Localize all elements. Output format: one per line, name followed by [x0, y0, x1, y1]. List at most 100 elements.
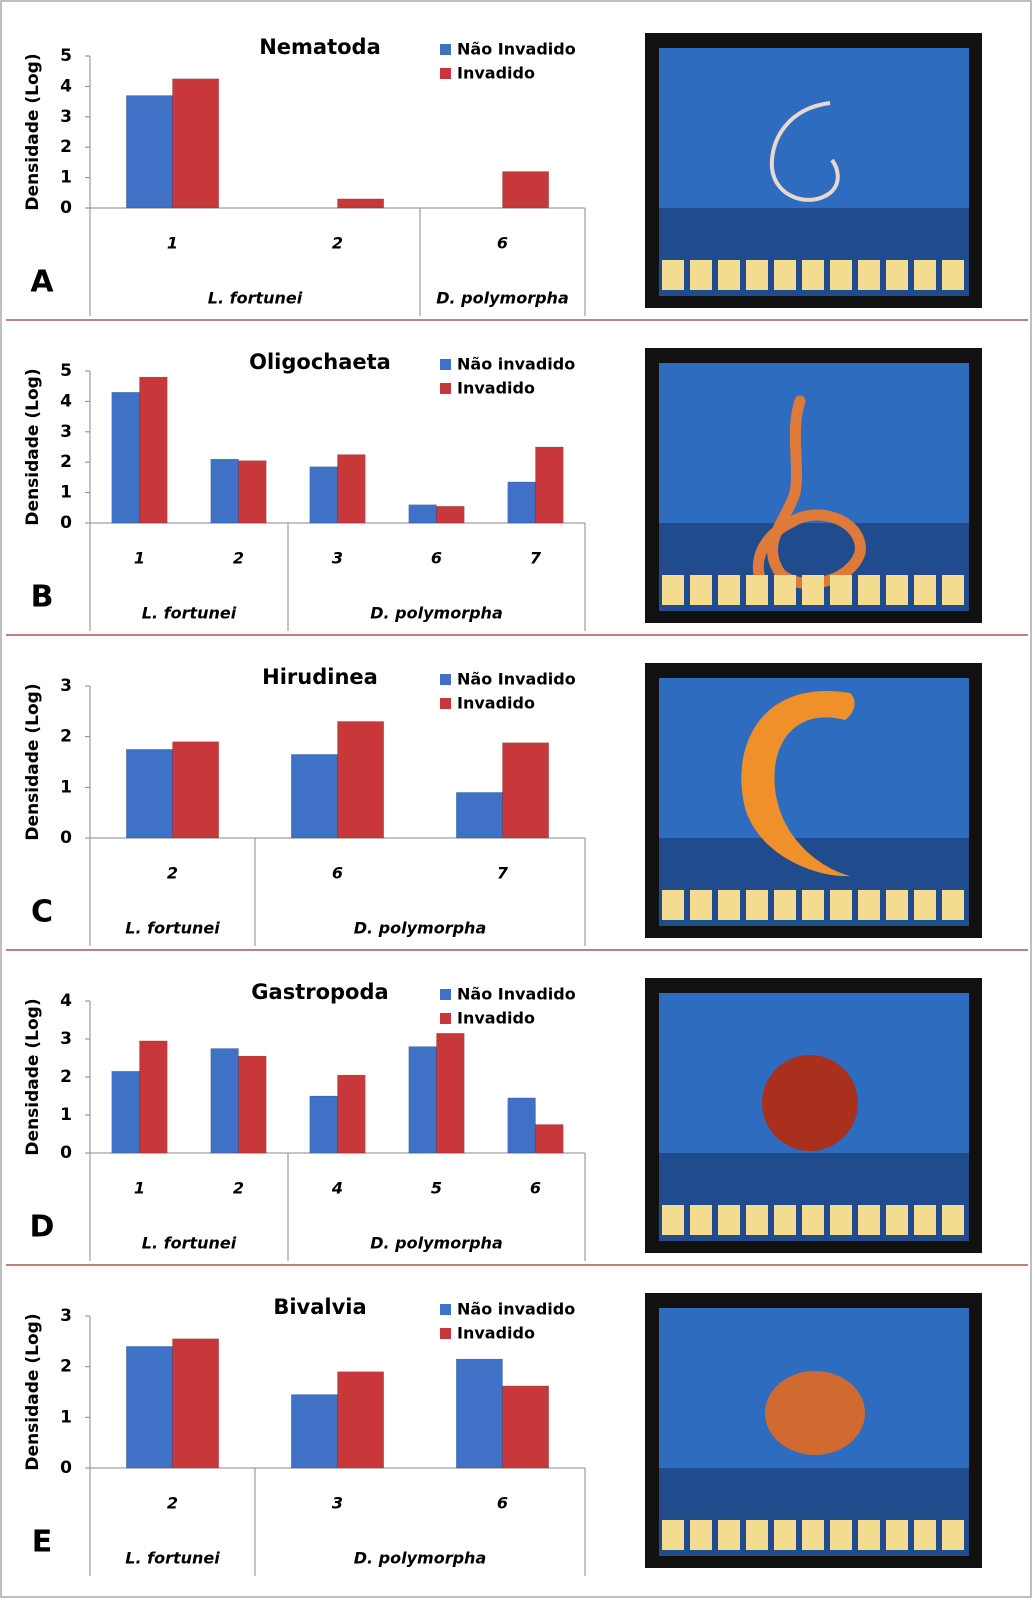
bar — [173, 1339, 219, 1468]
legend-label: Invadido — [457, 64, 535, 83]
scale-mark — [718, 890, 740, 920]
x-tick-label: 2 — [167, 864, 178, 883]
organism — [762, 1055, 858, 1151]
bar — [239, 1056, 267, 1153]
scale-mark — [774, 575, 796, 605]
group-label: D. polymorpha — [436, 289, 568, 308]
chart-title: Hirudinea — [262, 665, 378, 689]
scale-mark — [886, 1520, 908, 1550]
panel: 012345Densidade (Log)BOligochaetaNão inv… — [6, 320, 1028, 631]
bar — [456, 1359, 502, 1468]
group-label: D. polymorpha — [354, 919, 486, 938]
scale-mark — [718, 1520, 740, 1550]
x-tick-label: 2 — [233, 549, 244, 568]
x-tick-label: 6 — [497, 234, 508, 253]
x-tick-label: 1 — [167, 234, 178, 253]
y-tick-label: 3 — [60, 107, 72, 127]
scale-mark — [914, 1205, 936, 1235]
legend-label: Invadido — [457, 694, 535, 713]
bar — [112, 392, 140, 523]
scale-mark — [830, 1205, 852, 1235]
scale-mark — [774, 1520, 796, 1550]
x-tick-label: 7 — [497, 864, 509, 883]
scale-mark — [774, 260, 796, 290]
y-tick-label: 0 — [60, 1143, 72, 1163]
bar — [211, 459, 239, 523]
x-tick-label: 6 — [431, 549, 442, 568]
y-axis-label: Densidade (Log) — [23, 1313, 43, 1470]
scale-mark — [802, 575, 824, 605]
group-label: D. polymorpha — [370, 604, 502, 623]
scale-mark — [942, 260, 964, 290]
legend-label: Não Invadido — [457, 985, 576, 1004]
scale-mark — [746, 260, 768, 290]
bar — [310, 1096, 338, 1153]
scale-mark — [746, 575, 768, 605]
x-tick-label: 6 — [332, 864, 343, 883]
scale-mark — [914, 1520, 936, 1550]
legend-swatch — [440, 68, 451, 79]
bar — [536, 1125, 564, 1154]
scale-mark — [942, 575, 964, 605]
legend-label: Invadido — [457, 1009, 535, 1028]
scale-mark — [830, 260, 852, 290]
bar — [508, 1098, 536, 1153]
legend-label: Não Invadido — [457, 40, 576, 59]
y-tick-label: 2 — [60, 727, 72, 747]
bar — [437, 1033, 465, 1153]
bar — [409, 1047, 437, 1153]
bar — [173, 742, 219, 838]
x-tick-label: 3 — [332, 549, 343, 568]
panel-letter: E — [32, 1525, 53, 1560]
y-tick-label: 2 — [60, 452, 72, 472]
scale-mark — [690, 1520, 712, 1550]
x-tick-label: 6 — [530, 1179, 541, 1198]
scale-mark — [662, 890, 684, 920]
x-tick-label: 1 — [134, 1179, 145, 1198]
x-tick-label: 7 — [530, 549, 542, 568]
scale-mark — [942, 1520, 964, 1550]
scale-mark — [802, 890, 824, 920]
chart-title: Bivalvia — [273, 1295, 366, 1319]
scale-mark — [858, 1520, 880, 1550]
photo — [645, 33, 982, 308]
scale-mark — [858, 890, 880, 920]
x-tick-label: 3 — [332, 1494, 343, 1513]
group-label: D. polymorpha — [354, 1549, 486, 1568]
y-tick-label: 3 — [60, 1029, 72, 1049]
scale-mark — [690, 260, 712, 290]
scale-mark — [942, 890, 964, 920]
y-tick-label: 2 — [60, 137, 72, 157]
y-tick-label: 4 — [60, 991, 72, 1011]
bar — [239, 461, 267, 523]
y-tick-label: 2 — [60, 1357, 72, 1377]
scale-mark — [690, 1205, 712, 1235]
bar — [173, 79, 219, 208]
figure: 012345Densidade (Log)ANematodaNão Invadi… — [0, 0, 1035, 1600]
y-tick-label: 0 — [60, 198, 72, 218]
scale-mark — [886, 890, 908, 920]
group-label: L. fortunei — [208, 289, 303, 308]
y-tick-label: 0 — [60, 513, 72, 533]
legend-label: Não Invadido — [457, 670, 576, 689]
chart-title: Gastropoda — [251, 980, 388, 1004]
y-tick-label: 2 — [60, 1067, 72, 1087]
y-tick-label: 3 — [60, 1306, 72, 1326]
x-tick-label: 6 — [497, 1494, 508, 1513]
scale-mark — [746, 1520, 768, 1550]
scale-mark — [718, 1205, 740, 1235]
bar — [338, 1075, 366, 1153]
panel: 0123Densidade (Log)CHirudineaNão Invadid… — [6, 635, 1028, 946]
legend-swatch — [440, 383, 451, 394]
scale-mark — [690, 575, 712, 605]
scale-mark — [662, 575, 684, 605]
panel-letter: B — [31, 580, 54, 615]
y-tick-label: 1 — [60, 168, 72, 188]
y-tick-label: 1 — [60, 1105, 72, 1125]
scale-mark — [662, 1205, 684, 1235]
scale-mark — [886, 1205, 908, 1235]
scale-mark — [914, 890, 936, 920]
bar — [211, 1049, 239, 1154]
